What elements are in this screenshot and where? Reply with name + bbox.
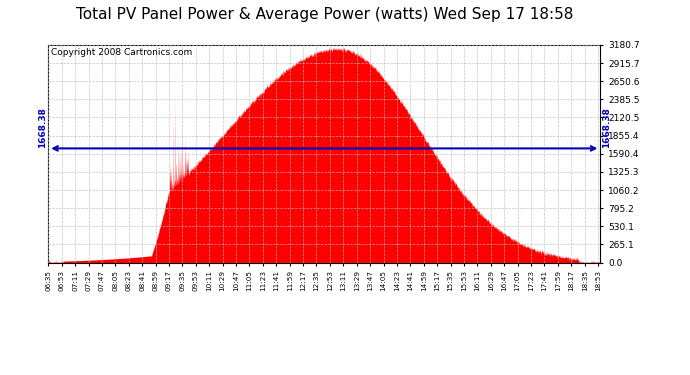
Text: Total PV Panel Power & Average Power (watts) Wed Sep 17 18:58: Total PV Panel Power & Average Power (wa… [76, 8, 573, 22]
Text: Copyright 2008 Cartronics.com: Copyright 2008 Cartronics.com [51, 48, 193, 57]
Text: 1668.38: 1668.38 [602, 108, 611, 148]
Text: 1668.38: 1668.38 [38, 108, 47, 148]
